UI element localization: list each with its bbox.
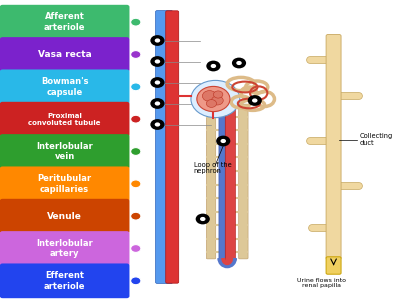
Circle shape: [252, 98, 258, 103]
Circle shape: [232, 58, 246, 68]
Circle shape: [220, 139, 226, 143]
Circle shape: [206, 100, 216, 107]
FancyBboxPatch shape: [219, 104, 229, 262]
Circle shape: [155, 101, 160, 106]
Text: Peritubular
capillaries: Peritubular capillaries: [38, 174, 92, 194]
Circle shape: [213, 91, 223, 98]
FancyBboxPatch shape: [0, 102, 130, 136]
Circle shape: [216, 136, 230, 146]
Circle shape: [131, 148, 141, 155]
Circle shape: [150, 98, 164, 109]
Text: Urine flows into
renal papilla: Urine flows into renal papilla: [297, 278, 346, 288]
Circle shape: [131, 18, 141, 26]
Circle shape: [202, 91, 216, 101]
Circle shape: [200, 217, 206, 221]
Text: Venule: Venule: [47, 212, 82, 221]
Circle shape: [150, 119, 164, 130]
Circle shape: [155, 80, 160, 85]
FancyBboxPatch shape: [0, 167, 130, 201]
Circle shape: [248, 95, 262, 106]
FancyBboxPatch shape: [0, 37, 130, 72]
FancyBboxPatch shape: [206, 104, 216, 259]
Text: Interlobular
artery: Interlobular artery: [36, 239, 93, 258]
Circle shape: [150, 35, 164, 46]
FancyBboxPatch shape: [326, 257, 341, 274]
FancyBboxPatch shape: [225, 104, 236, 262]
Text: Collecting
duct: Collecting duct: [359, 133, 392, 146]
Circle shape: [155, 38, 160, 43]
Circle shape: [150, 77, 164, 88]
Circle shape: [131, 83, 141, 91]
FancyBboxPatch shape: [0, 199, 130, 233]
Circle shape: [212, 96, 223, 105]
Text: Bowman's
capsule: Bowman's capsule: [41, 77, 88, 97]
Text: Loop of the
nephron: Loop of the nephron: [194, 161, 232, 175]
Circle shape: [131, 115, 141, 123]
Circle shape: [197, 86, 230, 112]
FancyBboxPatch shape: [0, 5, 130, 40]
Circle shape: [131, 51, 141, 58]
Circle shape: [236, 61, 242, 65]
Text: Afferent
arteriole: Afferent arteriole: [44, 13, 85, 32]
Text: Vasa recta: Vasa recta: [38, 50, 92, 59]
FancyBboxPatch shape: [166, 11, 179, 283]
FancyBboxPatch shape: [0, 134, 130, 169]
Circle shape: [155, 59, 160, 64]
Circle shape: [191, 80, 240, 118]
Circle shape: [131, 277, 141, 285]
Circle shape: [206, 61, 220, 71]
Circle shape: [211, 64, 216, 68]
FancyBboxPatch shape: [0, 70, 130, 104]
FancyBboxPatch shape: [0, 263, 130, 298]
Text: Interlobular
vein: Interlobular vein: [36, 142, 93, 161]
Text: Proximal
convoluted tubule: Proximal convoluted tubule: [28, 113, 101, 126]
FancyBboxPatch shape: [239, 104, 248, 259]
Circle shape: [196, 214, 210, 224]
Circle shape: [131, 212, 141, 220]
Circle shape: [131, 244, 141, 252]
FancyBboxPatch shape: [0, 231, 130, 266]
FancyBboxPatch shape: [156, 11, 173, 284]
Text: Efferent
arteriole: Efferent arteriole: [44, 271, 85, 290]
Circle shape: [155, 122, 160, 127]
FancyBboxPatch shape: [326, 34, 341, 260]
Circle shape: [131, 180, 141, 188]
Circle shape: [150, 56, 164, 67]
